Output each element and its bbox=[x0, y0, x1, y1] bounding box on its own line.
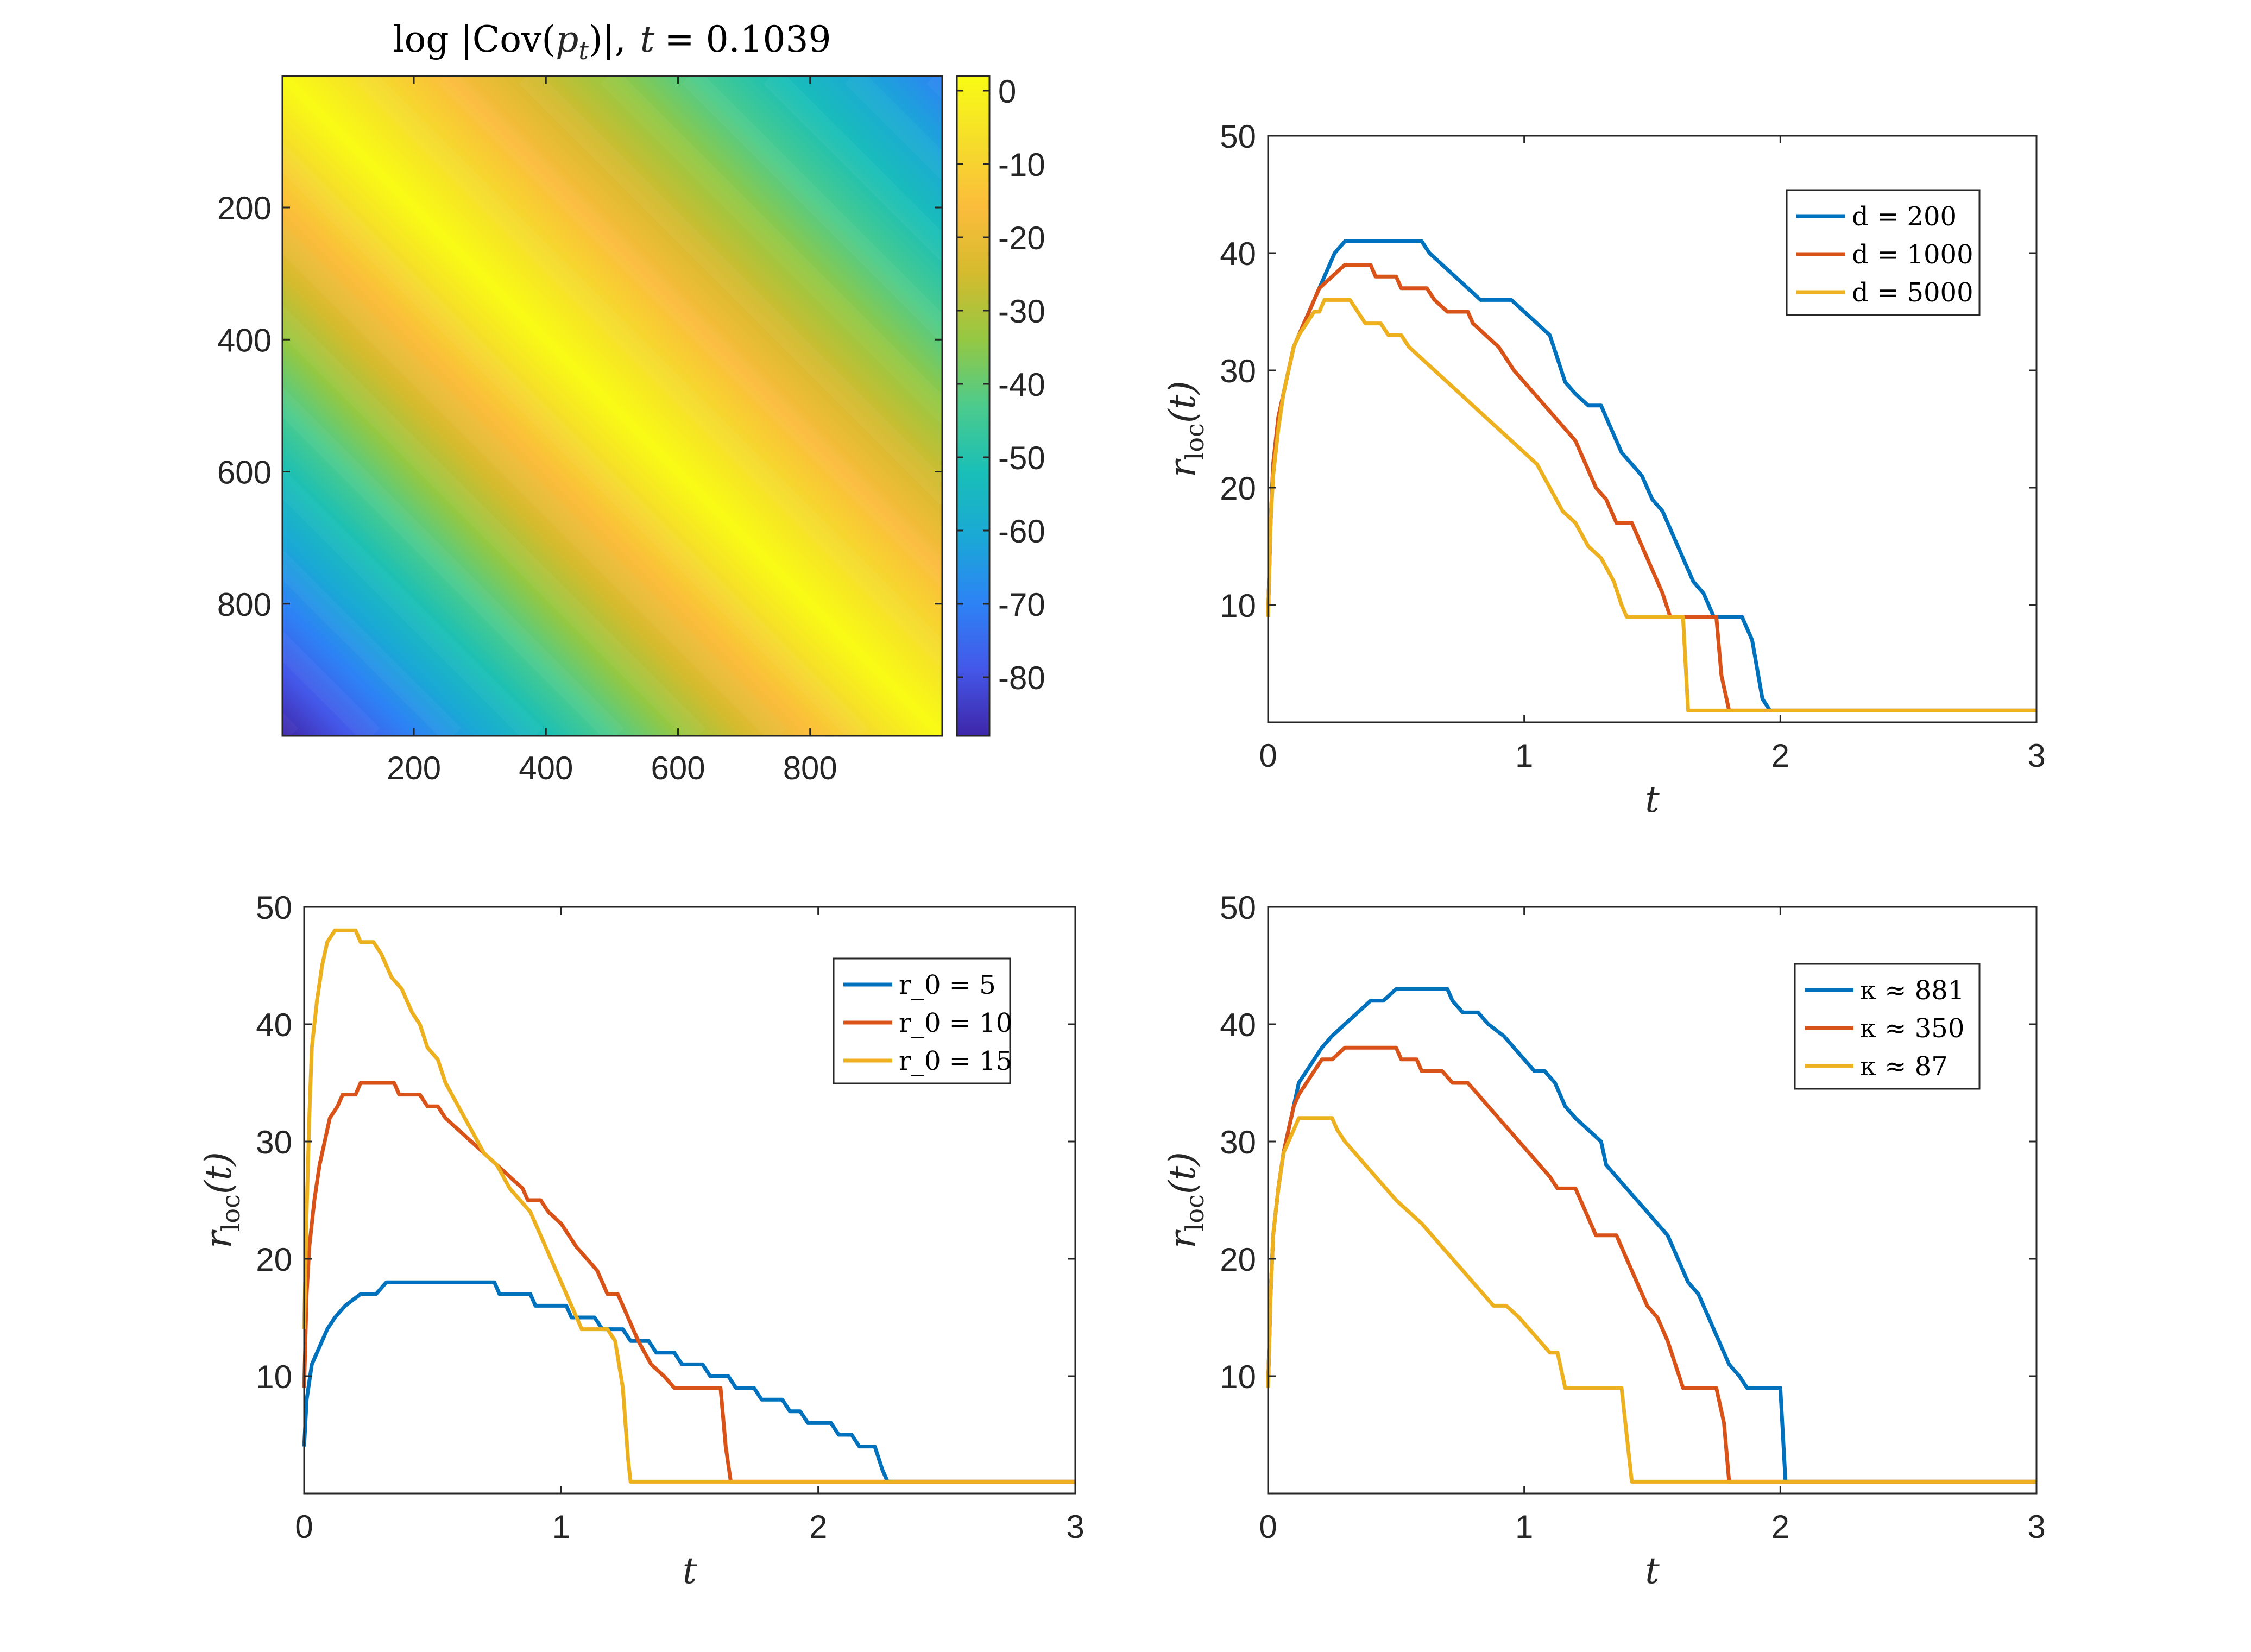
colorbar-tick-label: -20 bbox=[998, 220, 1045, 256]
ytick-label: 20 bbox=[1220, 470, 1256, 507]
heatmap-title: log |Cov(pt)|, t = 0.1039 bbox=[393, 18, 831, 65]
colorbar: 0 -10 -20 -30 -40 -50 -60 -70 -80 bbox=[956, 73, 1045, 737]
heatmap-ticks: 200 400 600 800 200 400 600 800 bbox=[217, 76, 942, 786]
xtick-label: 2 bbox=[809, 1509, 827, 1545]
colorbar-bar bbox=[956, 75, 991, 737]
heatmap-xtick-label: 600 bbox=[651, 750, 705, 786]
heatmap-xtick-label: 200 bbox=[387, 750, 441, 786]
legend-entry: κ ≈ 350 bbox=[1860, 1013, 1964, 1044]
heatmap-ytick-label: 800 bbox=[217, 587, 272, 623]
series-line-2 bbox=[1266, 1045, 2036, 1484]
heatmap-panel: log |Cov(pt)|, t = 0.1039 200 400 600 800 200 4… bbox=[217, 18, 1045, 786]
xtick-label: 0 bbox=[295, 1509, 313, 1545]
series-line-3 bbox=[1266, 298, 2036, 712]
xtick-label: 1 bbox=[1515, 737, 1533, 774]
colorbar-tick-label: 0 bbox=[998, 73, 1016, 110]
legend-entry: r_0 = 10 bbox=[899, 1008, 1012, 1038]
ytick-label: 10 bbox=[1220, 588, 1256, 624]
heatmap-ytick-label: 400 bbox=[217, 322, 272, 358]
legend-entry: r_0 = 5 bbox=[899, 970, 996, 1000]
legend: r_0 = 5 r_0 = 10 r_0 = 15 bbox=[833, 957, 1012, 1084]
axes-frame bbox=[1267, 135, 2038, 723]
legend-entry: d = 1000 bbox=[1852, 239, 1973, 270]
series-line-3 bbox=[1266, 1116, 2036, 1484]
ytick-label: 50 bbox=[1220, 890, 1256, 926]
heatmap-xtick-label: 800 bbox=[783, 750, 837, 786]
xtick-label: 0 bbox=[1259, 737, 1277, 774]
colorbar-tick-label: -70 bbox=[998, 587, 1045, 623]
legend-entry: r_0 = 15 bbox=[899, 1046, 1012, 1076]
y-axis-label: rloc(t) bbox=[1162, 1152, 1209, 1249]
ytick-label: 30 bbox=[1220, 1124, 1256, 1161]
x-axis-label: t bbox=[683, 1550, 697, 1592]
x-axis-label: t bbox=[1645, 1550, 1660, 1592]
colorbar-tick-label: -10 bbox=[998, 147, 1045, 183]
series-line-1 bbox=[302, 1280, 1075, 1484]
ytick-label: 10 bbox=[1220, 1359, 1256, 1395]
series-line-1 bbox=[1266, 987, 2036, 1484]
ytick-label: 40 bbox=[1220, 1007, 1256, 1043]
ytick-label: 20 bbox=[1220, 1241, 1256, 1278]
series-line-3 bbox=[302, 928, 1075, 1484]
ytick-label: 10 bbox=[256, 1359, 292, 1395]
colorbar-tick-label: -60 bbox=[998, 513, 1045, 550]
colorbar-tick-label: -50 bbox=[998, 440, 1045, 476]
legend-entry: κ ≈ 87 bbox=[1860, 1051, 1948, 1082]
x-axis-label: t bbox=[1645, 779, 1660, 821]
xtick-label: 1 bbox=[552, 1509, 570, 1545]
heatmap-image bbox=[282, 76, 942, 736]
legend-entry: d = 5000 bbox=[1852, 278, 1973, 308]
heatmap-frame bbox=[281, 75, 943, 737]
xtick-label: 3 bbox=[2027, 737, 2045, 774]
axes-frame bbox=[303, 906, 1076, 1495]
legend: κ ≈ 881 κ ≈ 350 κ ≈ 87 bbox=[1794, 963, 1981, 1090]
heatmap-ytick-label: 600 bbox=[217, 455, 272, 491]
y-axis-label: rloc(t) bbox=[1162, 381, 1209, 477]
xtick-label: 3 bbox=[2027, 1509, 2045, 1545]
ytick-label: 40 bbox=[256, 1007, 292, 1043]
colorbar-tick-label: -40 bbox=[998, 367, 1045, 403]
xtick-label: 2 bbox=[1771, 1509, 1789, 1545]
ytick-label: 20 bbox=[256, 1241, 292, 1278]
heatmap-ytick-label: 200 bbox=[217, 190, 272, 226]
legend-entry: κ ≈ 881 bbox=[1860, 975, 1964, 1006]
colorbar-tick-label: -30 bbox=[998, 293, 1045, 330]
xtick-label: 1 bbox=[1515, 1509, 1533, 1545]
ytick-label: 40 bbox=[1220, 236, 1256, 272]
ytick-label: 30 bbox=[256, 1124, 292, 1161]
series-line-2 bbox=[302, 1081, 1075, 1484]
axes-frame bbox=[1267, 906, 2038, 1495]
legend: d = 200 d = 1000 d = 5000 bbox=[1786, 189, 1981, 316]
heatmap-xtick-label: 400 bbox=[519, 750, 573, 786]
xtick-label: 3 bbox=[1066, 1509, 1084, 1545]
ytick-label: 30 bbox=[1220, 353, 1256, 389]
y-axis-label: rloc(t) bbox=[198, 1152, 245, 1249]
legend-entry: d = 200 bbox=[1852, 201, 1957, 232]
xtick-label: 2 bbox=[1771, 737, 1789, 774]
colorbar-tick-label: -80 bbox=[998, 660, 1045, 696]
ytick-label: 50 bbox=[1220, 118, 1256, 155]
ytick-label: 50 bbox=[256, 890, 292, 926]
xtick-label: 0 bbox=[1259, 1509, 1277, 1545]
